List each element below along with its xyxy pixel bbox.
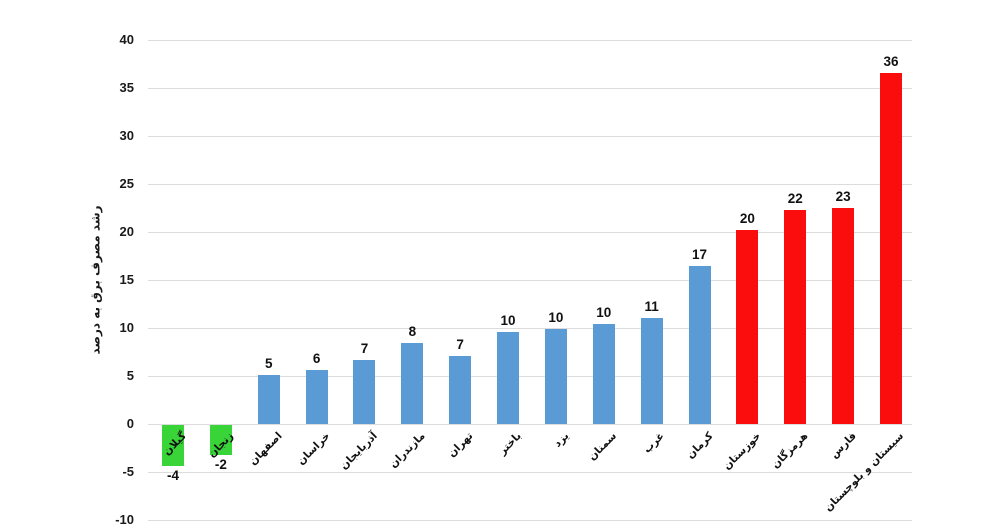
gridline	[148, 40, 912, 41]
gridline	[148, 232, 912, 233]
bar-value-label: 11	[644, 299, 659, 315]
x-category-label: خراسان	[294, 430, 333, 468]
y-tick-label: 10	[119, 320, 134, 335]
bar-value-label: -2	[214, 456, 227, 472]
x-category-label: هرمزگان	[769, 430, 811, 471]
bar-value-label: 22	[787, 190, 803, 206]
bar-value-label: 10	[500, 312, 516, 328]
bar-value-label: 5	[264, 356, 273, 372]
bar-value-label: 23	[835, 189, 851, 204]
gridline	[148, 376, 912, 377]
gridline	[148, 280, 912, 281]
x-category-label: مازندران	[387, 430, 428, 471]
y-tick-label: 15	[119, 272, 134, 287]
y-tick-label: 30	[119, 128, 134, 143]
bar-7	[449, 355, 472, 424]
bar-value-label: 7	[456, 336, 464, 352]
bar-2	[209, 425, 232, 455]
bar-6	[401, 343, 424, 424]
bar-value-label: 20	[739, 211, 755, 227]
x-category-label: تهران	[446, 430, 476, 460]
gridline	[148, 424, 912, 425]
bar-value-label: -4	[166, 468, 179, 484]
bar-16	[880, 72, 902, 424]
y-tick-label: 40	[119, 32, 134, 47]
bar-8	[497, 331, 520, 424]
gridline	[148, 328, 912, 329]
gridline	[148, 184, 912, 185]
bar-14	[784, 209, 807, 424]
bar-value-label: 36	[883, 53, 899, 69]
bar-1	[162, 425, 184, 467]
bar-value-label: 7	[360, 340, 369, 356]
y-tick-label: -5	[122, 464, 134, 479]
x-category-label: فارس	[827, 430, 859, 461]
bar-15	[832, 208, 855, 424]
x-category-label: خوزستان	[720, 430, 763, 473]
bar-value-label: 8	[408, 324, 417, 340]
bar-5	[353, 359, 376, 424]
bar-value-label: 6	[312, 351, 321, 367]
y-tick-label: 0	[126, 416, 134, 431]
x-category-label: یزد	[551, 430, 572, 450]
x-category-label: کرمان	[683, 430, 716, 462]
y-tick-label: 25	[119, 176, 134, 191]
x-category-label: آذربایجان	[337, 430, 380, 472]
x-category-label: سمنان	[586, 430, 620, 463]
y-tick-label: 35	[119, 80, 134, 95]
y-tick-label: 5	[126, 368, 134, 383]
bar-4	[305, 370, 328, 424]
gridline	[148, 88, 912, 89]
x-category-label: باختر	[496, 430, 524, 458]
bar-value-label: 10	[548, 309, 564, 325]
bar-value-label: 10	[596, 305, 612, 321]
bar-11	[640, 318, 663, 424]
x-category-label: اصفهان	[246, 430, 285, 468]
bar-3	[257, 375, 280, 424]
gridline	[148, 520, 912, 521]
bar-value-label: 17	[692, 246, 708, 262]
x-category-label: غرب	[641, 430, 668, 456]
y-tick-label: -10	[115, 512, 134, 527]
bar-9	[544, 328, 567, 424]
bar-12	[688, 265, 711, 424]
y-tick-label: 20	[119, 224, 134, 239]
gridline	[148, 472, 912, 473]
bar-13	[736, 230, 759, 424]
gridline	[148, 136, 912, 137]
bar-10	[592, 324, 615, 424]
